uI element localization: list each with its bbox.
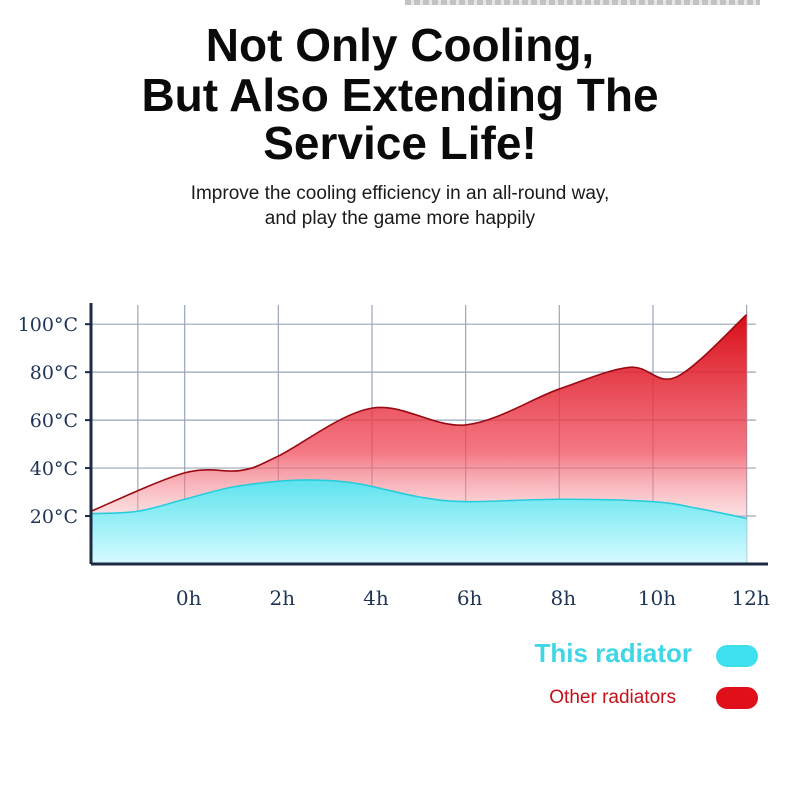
- x-tick-label-1: 2h: [270, 586, 296, 610]
- x-tick-label-3: 6h: [457, 586, 483, 610]
- y-tick-label-1: 40°C: [30, 458, 78, 480]
- top-edge-strip: [405, 0, 760, 5]
- series-areas: [90, 313, 748, 564]
- subtitle-line-2: and play the game more happily: [264, 208, 536, 229]
- headline-line-1: Not Only Cooling,: [205, 19, 595, 71]
- temperature-chart: 20°C 40°C 60°C 80°C 100°C 0h 2h 4h 6h 8h 10h 12h: [18, 303, 770, 610]
- series-line-1: [90, 479, 747, 520]
- legend-label-other-radiators: Other radiators: [549, 687, 676, 708]
- y-tick-label-4: 100°C: [18, 314, 78, 336]
- x-tick-label-0: 0h: [176, 586, 202, 610]
- y-axis-ticks: 20°C 40°C 60°C 80°C 100°C: [18, 314, 91, 528]
- x-tick-label-4: 8h: [551, 586, 577, 610]
- subtitle-line-1: Improve the cooling efficiency in an all…: [190, 183, 610, 204]
- y-tick-label-2: 60°C: [30, 410, 78, 432]
- series-line-0: [90, 313, 748, 512]
- legend-swatch-other-radiators: [716, 687, 758, 709]
- y-tick-label-3: 80°C: [30, 362, 78, 384]
- legend-label-this-radiator: This radiator: [534, 638, 692, 668]
- headline-line-3: Service Life!: [263, 117, 537, 169]
- series-area-1: [91, 479, 747, 564]
- x-axis-ticks: 0h 2h 4h 6h 8h 10h 12h: [176, 586, 770, 610]
- headline-line-2: But Also Extending The: [141, 69, 659, 121]
- x-tick-label-6: 12h: [731, 586, 769, 610]
- x-tick-label-2: 4h: [363, 586, 389, 610]
- axes: [89, 303, 768, 566]
- y-tick-label-0: 20°C: [30, 506, 78, 528]
- x-tick-label-5: 10h: [638, 586, 676, 610]
- legend-swatch-this-radiator: [716, 645, 758, 667]
